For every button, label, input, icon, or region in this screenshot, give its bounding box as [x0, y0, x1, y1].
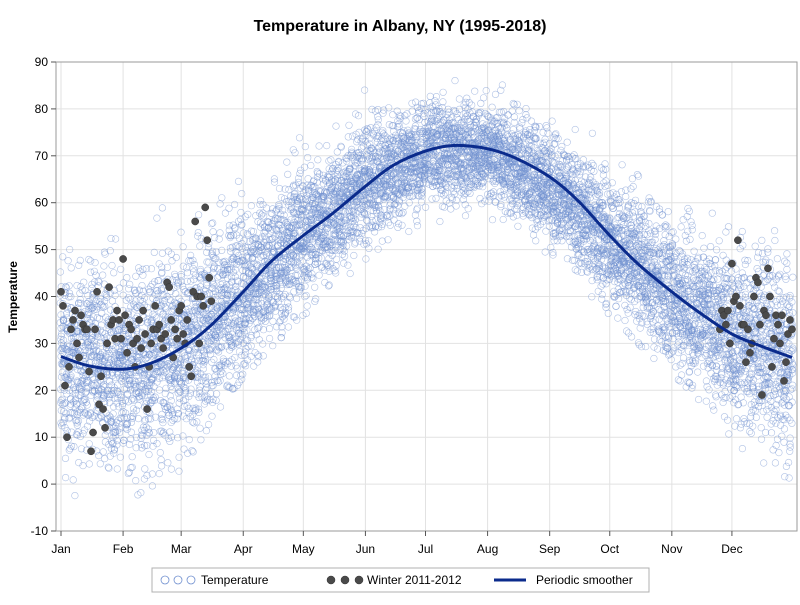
chart-title: Temperature in Albany, NY (1995-2018)	[254, 18, 547, 35]
y-axis-title: Temperature	[6, 261, 20, 333]
